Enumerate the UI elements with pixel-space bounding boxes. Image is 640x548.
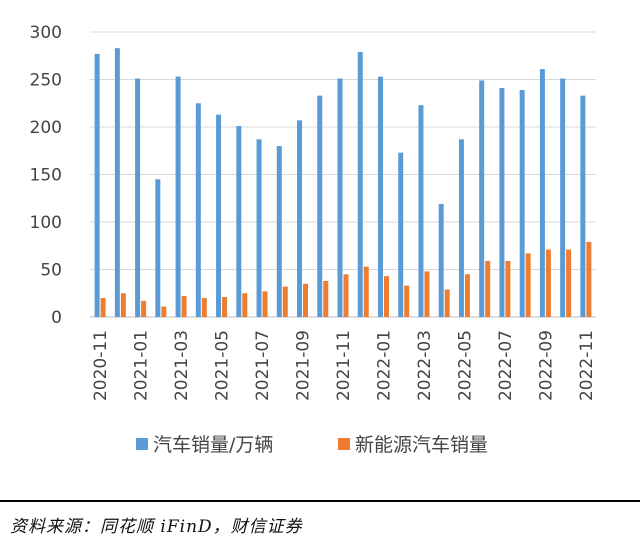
bar-nev-sales bbox=[343, 274, 349, 317]
bar-nev-sales bbox=[222, 297, 228, 317]
bar-car-sales bbox=[418, 105, 424, 318]
bar-nev-sales bbox=[323, 280, 329, 317]
x-tick-label: 2021-05 bbox=[213, 330, 233, 401]
x-tick-label: 2022-01 bbox=[374, 330, 394, 401]
bar-car-sales bbox=[135, 78, 141, 317]
bar-car-sales bbox=[317, 95, 323, 318]
x-tick-label: 2022-05 bbox=[455, 330, 475, 401]
source-bar: 资料来源：同花顺 iFinD，财信证券 bbox=[0, 500, 640, 548]
y-tick-label: 0 bbox=[51, 308, 62, 328]
bar-nev-sales bbox=[404, 285, 410, 317]
bars bbox=[94, 48, 592, 318]
bar-car-sales bbox=[519, 89, 525, 317]
bar-nev-sales bbox=[242, 293, 248, 317]
bar-car-sales bbox=[539, 69, 545, 317]
bar-car-sales bbox=[175, 76, 181, 318]
bar-nev-sales bbox=[303, 283, 309, 317]
bar-car-sales bbox=[580, 95, 586, 318]
bar-car-sales bbox=[276, 146, 282, 317]
x-tick-label: 2021-09 bbox=[294, 330, 314, 401]
bar-nev-sales bbox=[444, 289, 450, 317]
bar-nev-sales bbox=[505, 260, 511, 317]
y-tick-label: 100 bbox=[30, 213, 62, 233]
bar-nev-sales bbox=[262, 291, 268, 317]
x-tick-label: 2021-01 bbox=[132, 330, 152, 401]
bar-car-sales bbox=[458, 139, 464, 317]
legend: 汽车销量/万辆 新能源汽车销量 bbox=[136, 434, 488, 456]
bar-nev-sales bbox=[141, 300, 147, 317]
x-tick-label: 2022-11 bbox=[577, 330, 597, 401]
bar-car-sales bbox=[337, 78, 343, 317]
bar-nev-sales bbox=[586, 241, 592, 317]
bar-nev-sales bbox=[525, 253, 531, 317]
bar-nev-sales bbox=[424, 271, 430, 317]
bar-car-sales bbox=[499, 88, 505, 317]
legend-swatch-car bbox=[136, 438, 148, 450]
bar-car-sales bbox=[357, 51, 363, 317]
bar-nev-sales bbox=[566, 249, 572, 317]
bar-nev-sales bbox=[201, 298, 207, 317]
bar-nev-sales bbox=[383, 276, 389, 317]
bar-nev-sales bbox=[161, 306, 167, 317]
bar-car-sales bbox=[94, 53, 100, 317]
y-tick-label: 200 bbox=[30, 118, 62, 138]
bar-nev-sales bbox=[282, 286, 288, 317]
bar-nev-sales bbox=[181, 296, 187, 317]
bar-car-sales bbox=[438, 203, 444, 317]
x-tick-label: 2022-07 bbox=[496, 330, 516, 401]
legend-label-nev: 新能源汽车销量 bbox=[355, 434, 488, 456]
bar-car-sales bbox=[256, 139, 262, 317]
x-tick-label: 2021-07 bbox=[253, 330, 273, 401]
bar-nev-sales bbox=[363, 266, 369, 317]
legend-label-car: 汽车销量/万辆 bbox=[153, 434, 273, 456]
x-tick-label: 2021-03 bbox=[172, 330, 192, 401]
bar-car-sales bbox=[195, 103, 201, 317]
x-tick-label: 2021-11 bbox=[334, 330, 354, 401]
x-axis-ticks: 2020-11 2021-01 2021-03 2021-05 2021-07 2021-… bbox=[91, 330, 597, 401]
y-tick-label: 150 bbox=[30, 166, 62, 186]
y-axis-ticks: 0 50 100 150 200 250 300 bbox=[30, 23, 62, 328]
bar-chart: 0 50 100 150 200 250 300 2020-11 2021-01 2021-03… bbox=[30, 23, 597, 456]
bar-car-sales bbox=[155, 179, 161, 317]
x-tick-label: 2022-03 bbox=[415, 330, 435, 401]
y-tick-label: 300 bbox=[30, 23, 62, 43]
bar-car-sales bbox=[297, 120, 303, 317]
legend-swatch-nev bbox=[338, 438, 350, 450]
bar-nev-sales bbox=[100, 298, 106, 317]
bar-car-sales bbox=[114, 48, 120, 318]
bar-car-sales bbox=[560, 78, 566, 317]
gridlines bbox=[90, 31, 596, 318]
y-tick-label: 250 bbox=[30, 71, 62, 91]
bar-car-sales bbox=[398, 152, 404, 317]
bar-nev-sales bbox=[464, 274, 470, 317]
bar-car-sales bbox=[479, 80, 485, 317]
y-tick-label: 50 bbox=[40, 261, 62, 281]
bar-nev-sales bbox=[485, 260, 491, 317]
bar-car-sales bbox=[377, 76, 383, 318]
source-note: 资料来源：同花顺 iFinD，财信证券 bbox=[10, 517, 303, 537]
bar-nev-sales bbox=[120, 293, 126, 317]
bar-car-sales bbox=[216, 114, 222, 318]
bar-nev-sales bbox=[545, 249, 551, 317]
bar-car-sales bbox=[236, 126, 242, 317]
x-tick-label: 2022-09 bbox=[536, 330, 556, 401]
x-tick-label: 2020-11 bbox=[91, 330, 111, 401]
